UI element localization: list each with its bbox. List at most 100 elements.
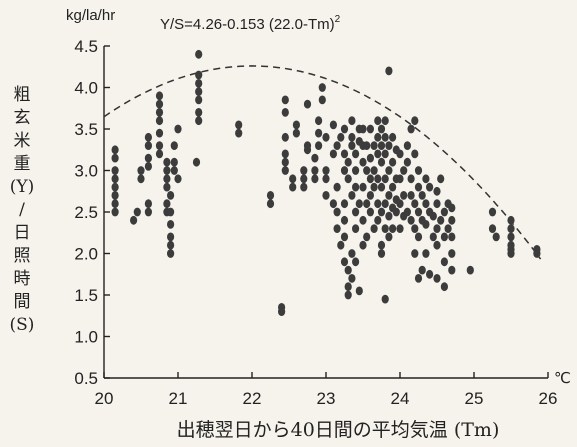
x-tick-label: 22 <box>243 389 262 408</box>
data-point <box>440 232 448 242</box>
data-point <box>281 157 289 167</box>
data-point <box>492 232 500 242</box>
data-point <box>333 182 341 192</box>
data-point <box>170 157 178 167</box>
data-point <box>340 149 349 159</box>
data-point <box>311 174 319 184</box>
data-point <box>440 282 448 292</box>
data-point <box>195 70 203 80</box>
data-point <box>300 182 308 192</box>
data-point <box>195 79 203 88</box>
data-point <box>411 149 419 159</box>
data-point <box>348 141 356 151</box>
data-point <box>433 186 441 196</box>
data-point <box>344 282 352 292</box>
data-point <box>322 174 330 184</box>
data-point <box>111 199 119 209</box>
data-point <box>407 215 415 225</box>
data-point <box>422 249 430 258</box>
data-point <box>300 166 308 175</box>
data-point <box>111 145 119 155</box>
data-point <box>329 120 337 130</box>
data-point <box>281 149 289 159</box>
y-ticks: 0.5 1.0 1.5 2.0 2.5 3.0 3.5 4.0 4.5 <box>74 37 110 388</box>
data-point <box>488 207 497 217</box>
data-point <box>433 274 441 283</box>
data-point <box>111 182 119 192</box>
data-point <box>359 240 367 250</box>
data-point <box>167 220 175 229</box>
data-point <box>144 199 152 209</box>
data-point <box>163 174 171 184</box>
data-point <box>381 149 389 159</box>
data-point <box>448 232 456 242</box>
data-point <box>363 166 371 175</box>
data-point <box>366 153 374 163</box>
data-point <box>381 199 389 209</box>
data-point <box>381 116 389 126</box>
data-point <box>337 240 345 250</box>
data-point <box>385 66 393 76</box>
data-point <box>507 215 515 225</box>
data-point <box>433 224 441 234</box>
data-point <box>374 132 382 142</box>
y-tick-label: 1.0 <box>74 328 98 347</box>
data-point <box>174 124 182 134</box>
data-point <box>448 215 456 225</box>
data-point <box>377 141 386 151</box>
data-point <box>359 124 367 134</box>
x-ticks: 20 21 22 23 24 25 26 <box>95 372 557 408</box>
data-point <box>344 174 352 184</box>
data-point <box>414 232 423 242</box>
data-point <box>163 157 171 167</box>
data-point <box>355 286 363 296</box>
data-point <box>195 108 203 117</box>
chart-title-main: Y/S=4.26-0.153 (22.0-Tm) <box>160 16 335 33</box>
data-point <box>377 249 386 258</box>
data-points <box>111 49 541 316</box>
data-point <box>333 224 341 234</box>
data-point <box>429 232 437 242</box>
data-point <box>303 145 312 155</box>
data-point <box>359 157 367 167</box>
x-tick-label: 24 <box>391 389 410 408</box>
data-point <box>403 157 411 167</box>
data-point <box>278 303 286 312</box>
data-point <box>389 224 397 234</box>
data-point <box>155 116 164 126</box>
data-point <box>322 132 330 142</box>
data-point <box>195 116 203 126</box>
y-axis-label-char: 重 <box>14 154 31 174</box>
data-point <box>418 265 426 275</box>
y-tick-label: 3.0 <box>74 162 98 181</box>
data-point <box>400 166 408 175</box>
data-point <box>366 174 374 184</box>
y-tick-label: 3.5 <box>74 120 98 139</box>
data-point <box>381 174 389 184</box>
data-point <box>366 191 374 200</box>
data-point <box>385 166 393 175</box>
data-point <box>422 174 430 184</box>
data-point <box>130 215 138 225</box>
data-point <box>340 199 349 209</box>
data-point <box>348 274 356 283</box>
data-point <box>333 207 341 217</box>
data-point <box>340 257 349 267</box>
data-point <box>370 166 378 175</box>
data-point <box>163 182 171 192</box>
data-point <box>418 191 426 200</box>
data-point <box>407 174 415 184</box>
data-point <box>292 120 300 130</box>
data-point <box>374 149 382 159</box>
data-point <box>355 199 363 209</box>
data-point <box>414 166 423 175</box>
data-point <box>167 191 175 200</box>
data-point <box>352 166 360 175</box>
data-point <box>385 232 393 242</box>
data-point <box>429 211 437 221</box>
data-point <box>466 265 474 275</box>
x-tick-label: 20 <box>95 389 114 408</box>
data-point <box>352 149 360 159</box>
data-point <box>352 257 360 267</box>
